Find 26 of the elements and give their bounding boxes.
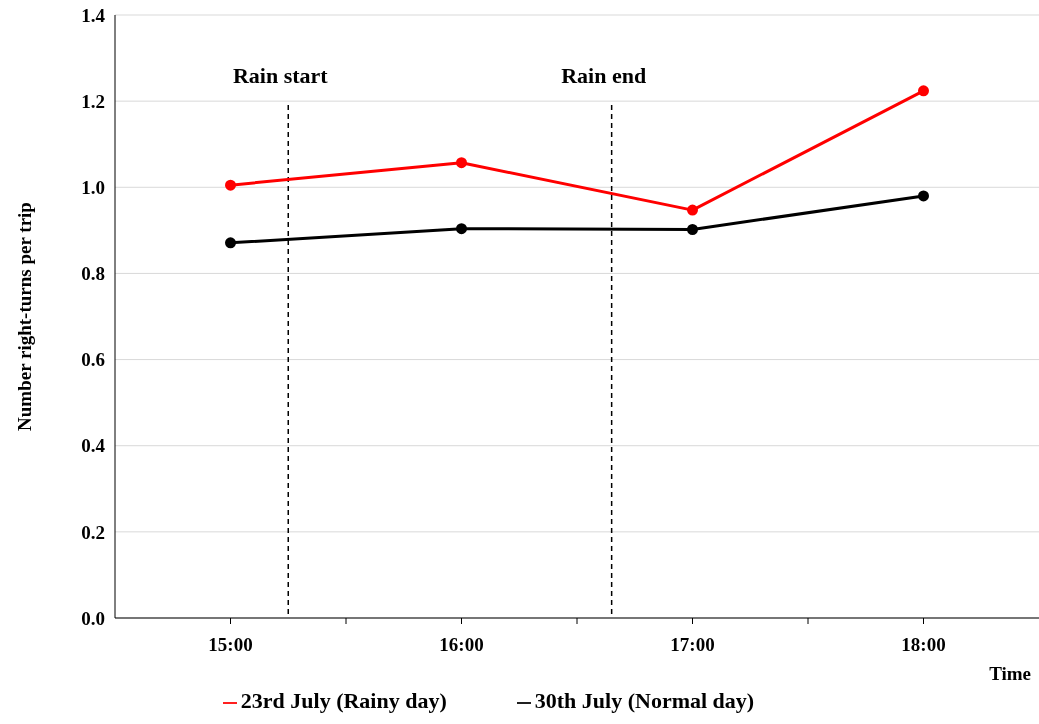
y-axis-title: Number right-turns per trip <box>13 202 35 431</box>
x-tick-label: 16:00 <box>439 634 484 656</box>
ref-line-label: Rain start <box>232 63 329 88</box>
y-tick-label: 0.4 <box>81 435 106 457</box>
point <box>687 204 698 216</box>
point <box>918 190 929 202</box>
point <box>225 237 236 249</box>
ref-line-label: Rain end <box>561 63 647 88</box>
point <box>687 224 698 235</box>
y-tick-label: 0.6 <box>81 349 105 371</box>
y-tick-label: 0.0 <box>81 607 105 629</box>
x-tick-label: 17:00 <box>670 634 715 656</box>
x-tick-label: 15:00 <box>208 634 253 656</box>
point <box>456 157 467 169</box>
x-axis-title: Time <box>989 663 1031 684</box>
y-tick-label: 0.8 <box>81 263 105 285</box>
point <box>918 85 929 97</box>
y-tick-label: 1.4 <box>81 4 106 26</box>
legend-label: 23rd July (Rainy day) <box>240 688 447 713</box>
y-tick-label: 1.2 <box>81 90 105 112</box>
legend-label: 30th July (Normal day) <box>534 688 755 713</box>
y-tick-label: 1.0 <box>81 177 105 199</box>
point <box>456 223 467 235</box>
x-tick-label: 18:00 <box>901 634 946 656</box>
point <box>225 179 236 191</box>
y-tick-label: 0.2 <box>81 521 105 543</box>
